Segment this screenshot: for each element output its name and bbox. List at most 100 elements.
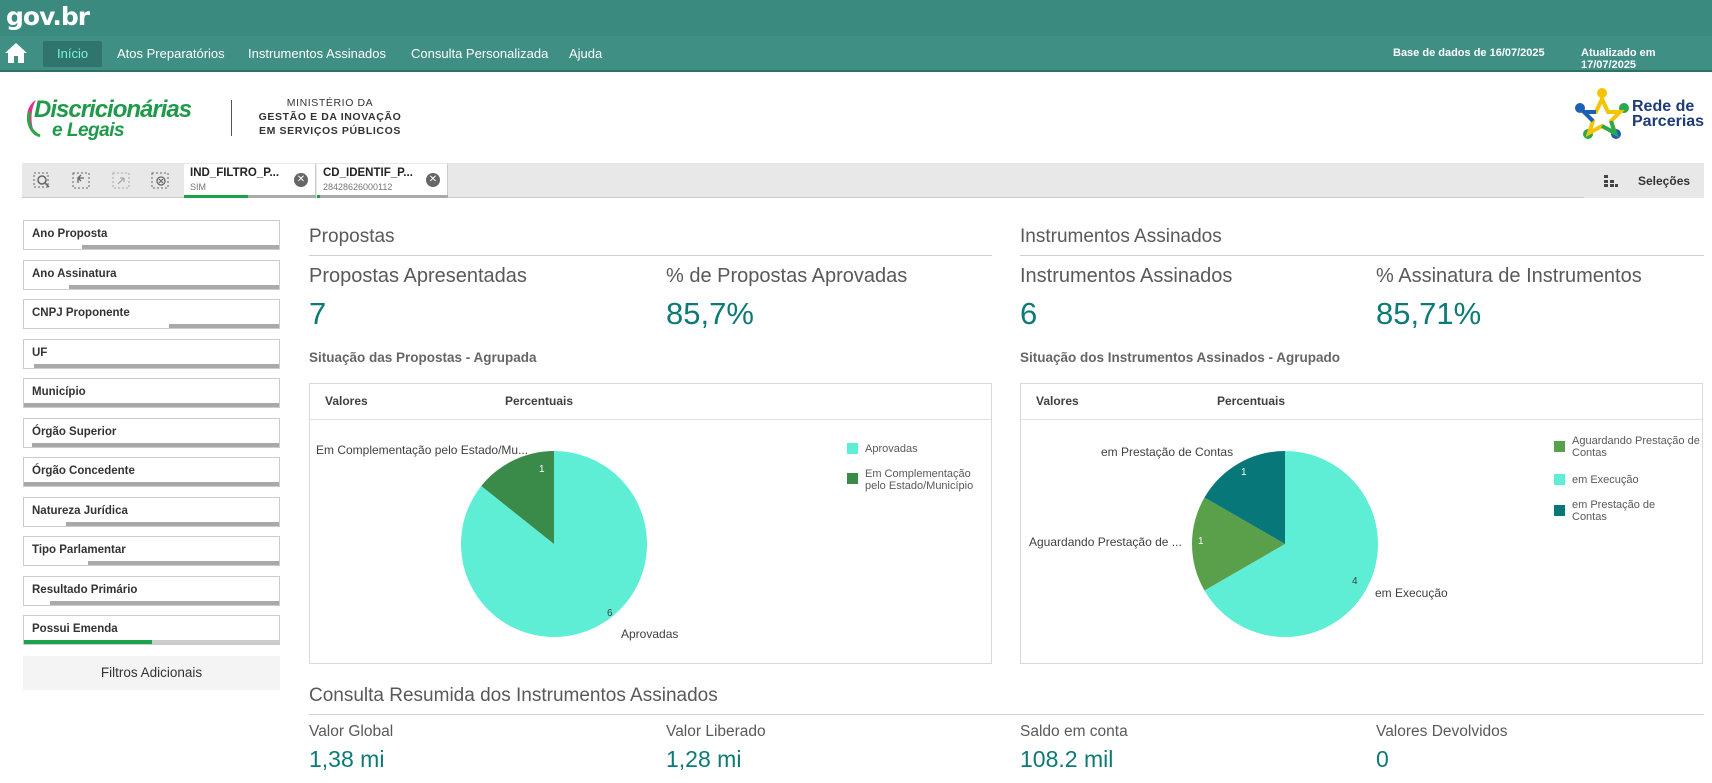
filter-resultado-primario[interactable]: Resultado Primário <box>23 576 280 606</box>
tab-percentuais[interactable]: Percentuais <box>505 394 574 408</box>
filter-state-white <box>24 443 32 447</box>
rede-line1: Rede de <box>1632 98 1695 115</box>
filter-label: CNPJ Proponente <box>32 307 130 319</box>
outer-label: Aprovadas <box>621 627 679 641</box>
section-divider <box>1020 255 1704 256</box>
rede-line2: Parcerias <box>1632 113 1705 130</box>
slice-value-label: 6 <box>607 608 613 619</box>
disc-line2: e Legais <box>52 120 124 141</box>
kpi-value: 1,28 mi <box>666 746 742 772</box>
kpi-value: 7 <box>309 296 327 331</box>
slice-value-label: 1 <box>539 464 545 475</box>
filter-state-bar <box>24 364 279 368</box>
propostas-title: Propostas <box>309 226 395 247</box>
filter-state-bar <box>24 482 279 486</box>
pie-slice[interactable] <box>1204 451 1285 544</box>
filter-label: Órgão Concedente <box>32 465 135 477</box>
filter-tipo-parlamentar[interactable]: Tipo Parlamentar <box>23 536 280 566</box>
smart-search-icon[interactable] <box>33 172 53 190</box>
filter-state-green <box>24 640 152 644</box>
filter-state-bar <box>24 601 279 605</box>
filter-state-bar <box>24 561 279 565</box>
kpi-label: Valores Devolvidos <box>1376 723 1508 740</box>
selections-grid-icon[interactable] <box>1603 174 1619 188</box>
filter-municipio[interactable]: Município <box>23 378 280 408</box>
chip-state-bar-rest <box>320 195 448 198</box>
filter-state-bar <box>24 245 279 249</box>
selecoes-label[interactable]: Seleções <box>1638 174 1691 188</box>
filter-orgao-superior[interactable]: Órgão Superior <box>23 418 280 448</box>
clear-all-icon[interactable] <box>151 172 171 190</box>
legend-label[interactable]: em Execução <box>1572 474 1639 486</box>
chip-title: CD_IDENTIF_P... <box>323 167 413 179</box>
kpi-value: 6 <box>1020 296 1038 331</box>
kpi-label: Valor Liberado <box>666 723 766 740</box>
outer-label: Aguardando Prestação de ... <box>1029 535 1182 549</box>
filter-label: Ano Assinatura <box>32 268 117 280</box>
filter-state-white <box>24 561 88 565</box>
chart-title: Situação dos Instrumentos Assinados - Ag… <box>1020 350 1341 365</box>
legend-label[interactable]: Em Complementação pelo Estado/Município <box>865 468 974 492</box>
logo-divider <box>231 100 232 136</box>
disc-line1: Discricionárias <box>34 96 192 123</box>
filter-state-white <box>24 245 82 249</box>
pie-chart[interactable] <box>1021 420 1702 663</box>
filter-cnpj-proponente[interactable]: CNPJ Proponente <box>23 299 280 329</box>
step-back-icon[interactable] <box>72 172 92 190</box>
nav-atos-preparatorios[interactable]: Atos Preparatórios <box>117 46 225 61</box>
tab-divider <box>1021 419 1702 420</box>
discricionarias-logo: Discricionárias e Legais <box>26 96 193 141</box>
legend-label[interactable]: em Prestação de Contas <box>1572 499 1656 523</box>
section-divider <box>309 714 1704 715</box>
pie-slice[interactable] <box>1204 451 1378 637</box>
filter-label: Ano Proposta <box>32 228 108 240</box>
filter-state-white <box>24 324 169 328</box>
section-divider <box>309 255 992 256</box>
nav-consulta-personalizada[interactable]: Consulta Personalizada <box>411 46 549 61</box>
govbr-logo[interactable]: gov.br <box>6 2 90 31</box>
filter-state-white <box>24 522 66 526</box>
legend-label[interactable]: Aprovadas <box>865 443 918 455</box>
home-icon[interactable] <box>4 42 28 64</box>
nav-ajuda[interactable]: Ajuda <box>569 46 603 61</box>
filter-ano-proposta[interactable]: Ano Proposta <box>23 220 280 250</box>
tab-valores[interactable]: Valores <box>1036 394 1079 408</box>
pie-slice[interactable] <box>460 451 647 637</box>
nav-inicio[interactable]: Início <box>43 41 103 67</box>
filter-possui-emenda[interactable]: Possui Emenda <box>23 615 280 645</box>
kpi-label: Instrumentos Assinados <box>1020 265 1233 287</box>
close-icon[interactable]: ✕ <box>294 173 308 187</box>
selection-chip[interactable]: CD_IDENTIF_P... 28428626000112 ✕ <box>317 164 448 198</box>
legend-label[interactable]: Aguardando Prestação de Contas <box>1572 435 1700 459</box>
kpi-value: 85,71% <box>1376 296 1482 331</box>
ministry-line2: GESTÃO E DA INOVAÇÃO <box>258 111 402 123</box>
chart-title: Situação das Propostas - Agrupada <box>309 350 537 365</box>
nav-instrumentos-assinados[interactable]: Instrumentos Assinados <box>248 46 387 61</box>
chip-title: IND_FILTRO_P... <box>190 167 280 179</box>
ministry-logo: MINISTÉRIO DA GESTÃO E DA INOVAÇÃO EM SE… <box>250 96 410 138</box>
filter-label: UF <box>32 347 48 359</box>
slice-value-label: 4 <box>1352 576 1358 587</box>
filter-natureza-juridica[interactable]: Natureza Jurídica <box>23 497 280 527</box>
filter-state-white <box>24 601 50 605</box>
tab-valores[interactable]: Valores <box>325 394 368 408</box>
kpi-label: Valor Global <box>309 723 394 740</box>
filter-ano-assinatura[interactable]: Ano Assinatura <box>23 260 280 290</box>
pie-slice[interactable] <box>481 451 554 544</box>
outer-label: Em Complementação pelo Estado/Mu... <box>316 443 529 457</box>
filter-uf[interactable]: UF <box>23 339 280 369</box>
filter-state-bar <box>24 285 279 289</box>
legend-swatch <box>847 443 858 454</box>
kpi-label: % de Propostas Aprovadas <box>666 265 908 287</box>
tab-divider <box>310 419 991 420</box>
close-icon[interactable]: ✕ <box>426 173 440 187</box>
pie-slice[interactable] <box>1192 497 1285 591</box>
pie-chart[interactable] <box>310 420 991 663</box>
filtros-adicionais-button[interactable]: Filtros Adicionais <box>23 656 280 690</box>
filter-orgao-concedente[interactable]: Órgão Concedente <box>23 457 280 487</box>
selection-chip[interactable]: IND_FILTRO_P... SIM ✕ <box>184 164 316 198</box>
tab-percentuais[interactable]: Percentuais <box>1217 394 1286 408</box>
kpi-value: 108.2 mil <box>1020 746 1114 772</box>
step-forward-icon[interactable] <box>112 172 132 190</box>
filter-state-white <box>24 364 34 368</box>
